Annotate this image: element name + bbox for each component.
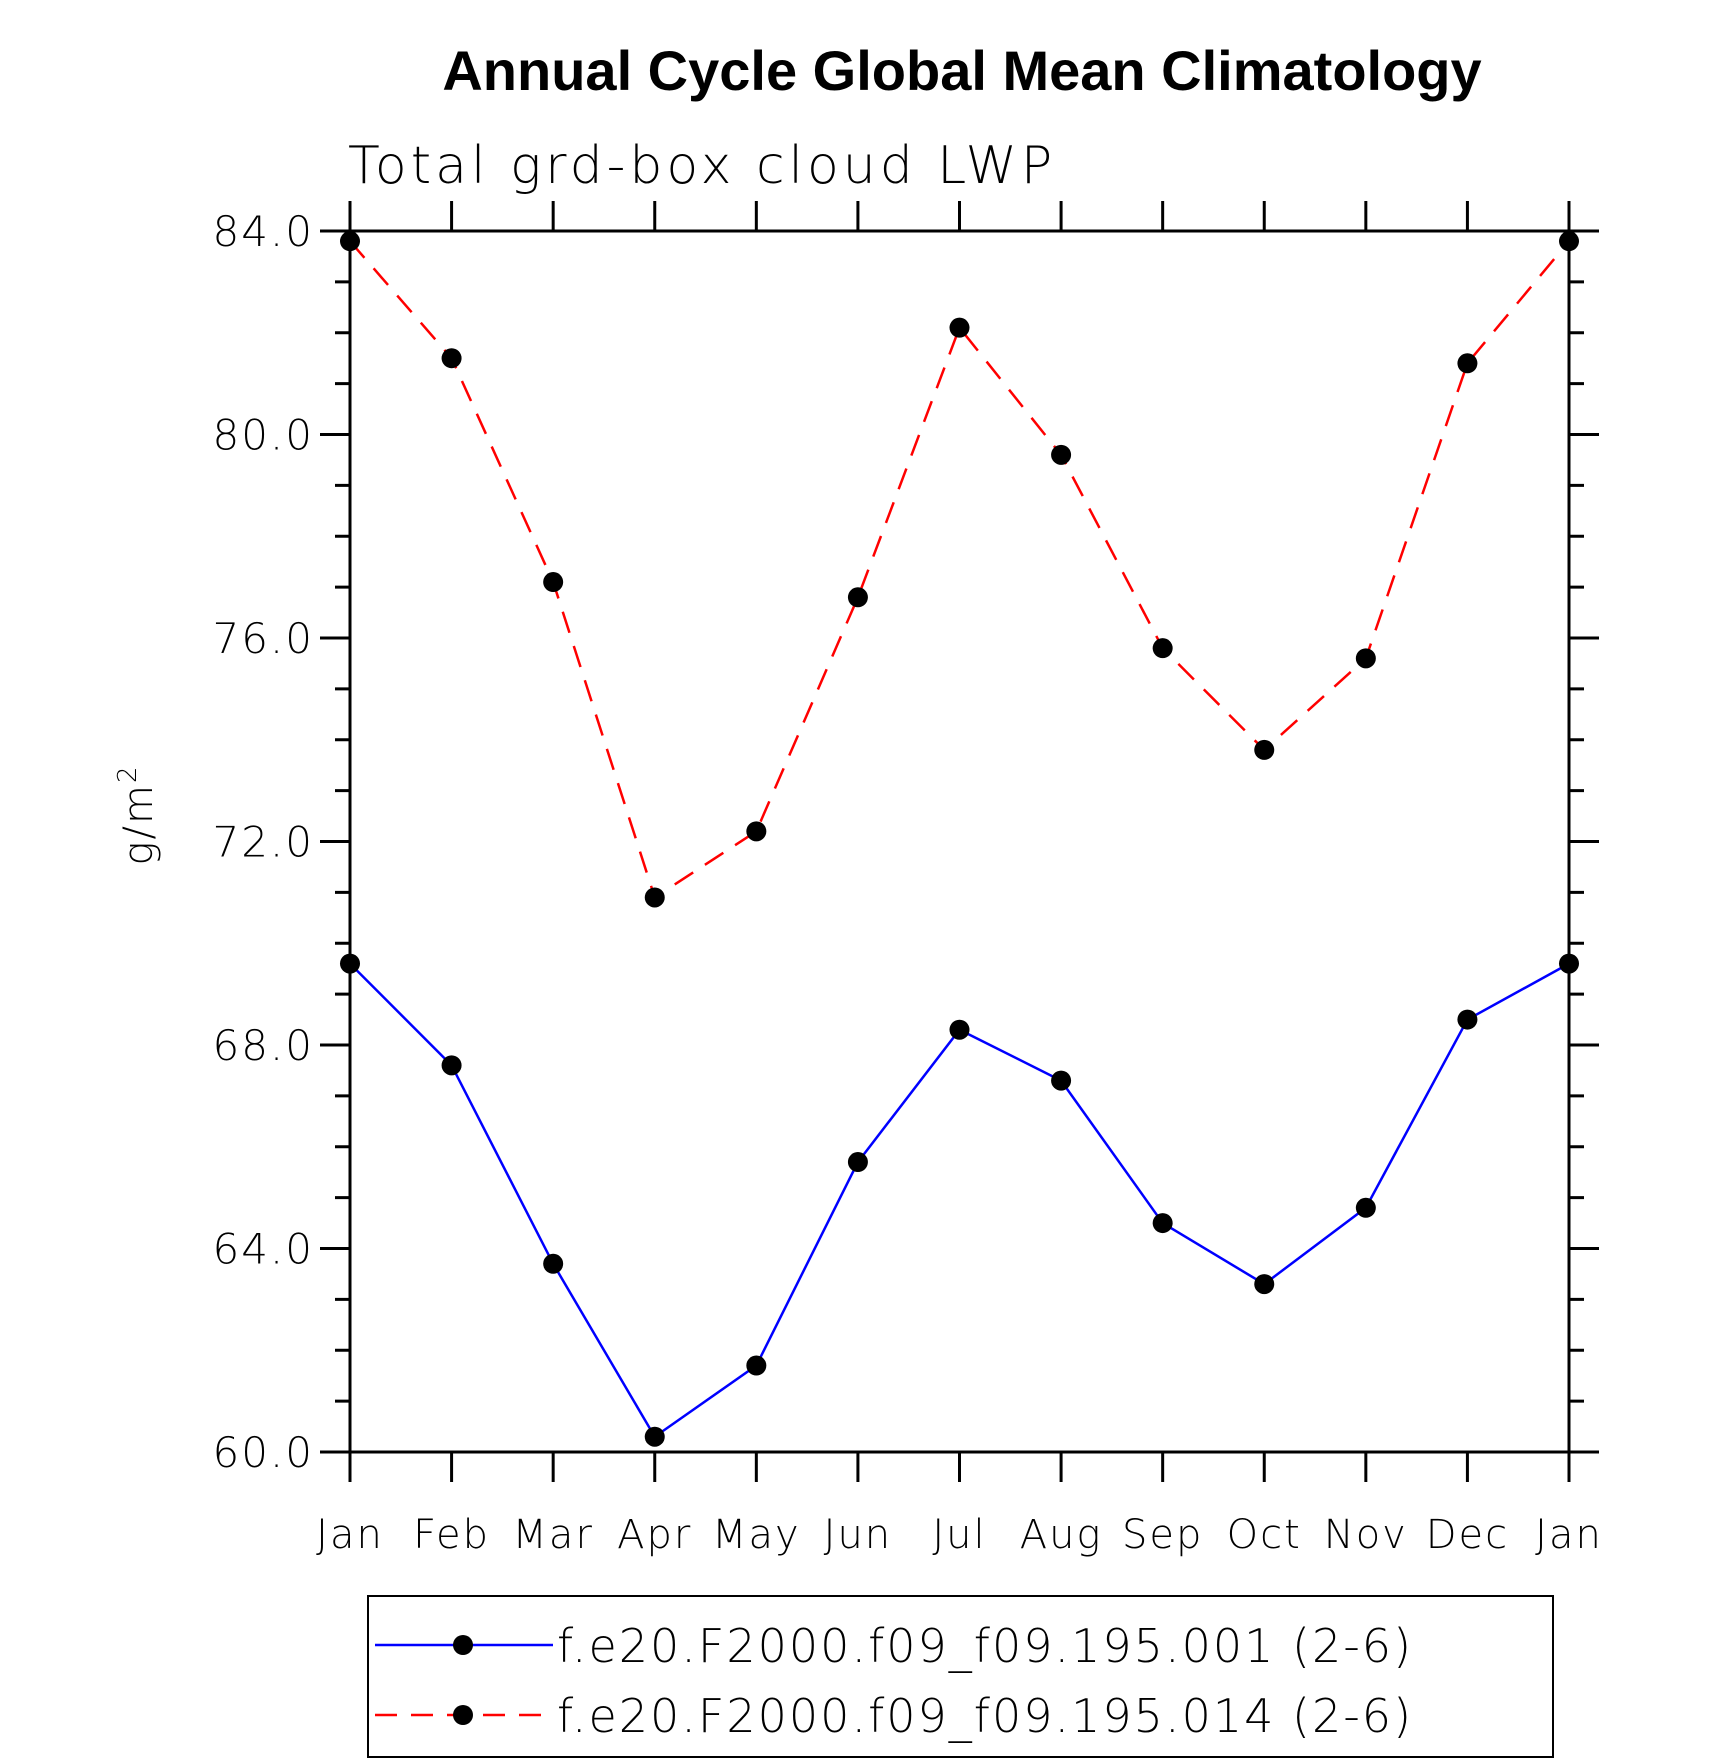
data-point [1152,638,1173,659]
y-tick-label: 72.0 [212,818,314,867]
x-tick-label: Nov [1324,1512,1408,1558]
y-tick-label: 84.0 [212,207,314,256]
x-tick-label: Jan [1535,1512,1603,1558]
axis-ticks [320,201,1599,1482]
x-tick-label: May [712,1512,801,1558]
data-point [1051,444,1072,465]
data-point [644,887,665,908]
data-point [746,821,767,842]
data-point [1254,739,1275,760]
y-tick-label: 60.0 [212,1428,314,1477]
svg-text:g/m2: g/m2 [113,765,162,866]
y-tick-label: 68.0 [212,1021,314,1070]
x-tick-label: Jul [932,1512,986,1558]
data-point [543,1253,564,1274]
data-point [1355,1197,1376,1218]
data-point [1051,1070,1072,1091]
data-point [1457,353,1478,374]
x-tick-label: Jun [824,1512,893,1558]
data-point [644,1426,665,1447]
y-axis-label: g/m2 [113,765,162,866]
x-tick-label: Apr [617,1512,692,1558]
x-tick-label: Aug [1020,1512,1103,1558]
x-tick-label: Sep [1122,1512,1203,1558]
data-point [1254,1274,1275,1295]
y-tick-label: 64.0 [212,1225,314,1274]
data-point [1152,1213,1173,1234]
data-point [847,587,868,608]
x-tick-label: Feb [413,1512,490,1558]
data-point [949,317,970,338]
data-point [1559,953,1579,974]
x-tick-label: Jan [316,1512,384,1558]
legend-label-2: f.e20.F2000.f09_f09.195.014 (2-6) [557,1689,1413,1743]
data-point [543,572,564,593]
data-point [847,1152,868,1173]
x-tick-label: Dec [1426,1512,1509,1558]
data-point [340,953,360,974]
legend-marker-2 [453,1705,473,1725]
y-axis-label-unit: g/m [116,783,162,865]
y-tick-label: 80.0 [212,411,314,460]
data-point [340,231,360,252]
data-point [746,1355,767,1376]
legend-box [367,1595,1554,1758]
y-tick-labels: 60.0 64.0 68.0 72.0 76.0 80.0 84.0 [212,207,314,1477]
x-tick-label: Mar [512,1512,593,1558]
x-tick-labels: Jan Feb Mar Apr May Jun Jul Aug Sep Oct Nov Dec Jan [316,1512,1603,1558]
data-point [441,1055,462,1076]
data-point [1355,648,1376,669]
chart-subtitle: Total grd-box cloud LWP [348,136,1056,196]
chart-title: Annual Cycle Global Mean Climatology [442,39,1481,102]
data-point [949,1019,970,1040]
series-lines [349,240,1570,1439]
y-tick-label: 76.0 [212,614,314,663]
y-axis-label-exponent: 2 [113,765,143,784]
data-point [441,348,462,369]
x-tick-label: Oct [1227,1512,1302,1558]
legend-label-1: f.e20.F2000.f09_f09.195.001 (2-6) [557,1619,1413,1673]
data-point [1457,1009,1478,1030]
series-markers [340,231,1579,1447]
legend-marker-1 [453,1635,473,1655]
legend: f.e20.F2000.f09_f09.195.001 (2-6) f.e20.F… [375,1619,1413,1743]
data-point [1559,231,1579,252]
series-line-2 [349,240,1570,900]
plot-frame [348,229,1571,1454]
